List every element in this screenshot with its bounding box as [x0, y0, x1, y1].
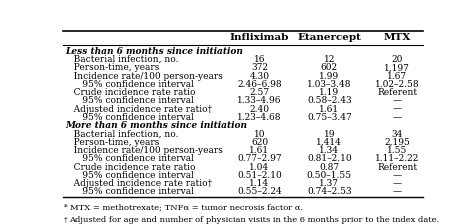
Text: 95% confidence interval: 95% confidence interval	[65, 113, 194, 122]
Text: 1.33–4.96: 1.33–4.96	[237, 96, 282, 105]
Text: —: —	[393, 171, 401, 180]
Text: 95% confidence interval: 95% confidence interval	[65, 187, 194, 196]
Text: —: —	[393, 96, 401, 105]
Text: 1.04: 1.04	[249, 163, 270, 172]
Text: Incidence rate/100 person-years: Incidence rate/100 person-years	[65, 71, 223, 81]
Text: 0.55–2.24: 0.55–2.24	[237, 187, 282, 196]
Text: 602: 602	[321, 63, 338, 72]
Text: 34: 34	[392, 129, 403, 138]
Text: 0.50–1.55: 0.50–1.55	[307, 171, 352, 180]
Text: 2,195: 2,195	[384, 138, 410, 147]
Text: Person-time, years: Person-time, years	[65, 138, 159, 147]
Text: Adjusted incidence rate ratio†: Adjusted incidence rate ratio†	[65, 105, 212, 114]
Text: Crude incidence rate ratio: Crude incidence rate ratio	[65, 163, 195, 172]
Text: Referent: Referent	[377, 88, 417, 97]
Text: —: —	[393, 179, 401, 188]
Text: 95% confidence interval: 95% confidence interval	[65, 154, 194, 163]
Text: †: †	[64, 215, 67, 224]
Text: 620: 620	[251, 138, 268, 147]
Text: 0.77–2.97: 0.77–2.97	[237, 154, 282, 163]
Text: 1.61: 1.61	[319, 105, 339, 114]
Text: Crude incidence rate ratio: Crude incidence rate ratio	[65, 88, 195, 97]
Text: 1.67: 1.67	[387, 71, 407, 81]
Text: Incidence rate/100 person-years: Incidence rate/100 person-years	[65, 146, 223, 155]
Text: 0.81–2.10: 0.81–2.10	[307, 154, 352, 163]
Text: Adjusted incidence rate ratio†: Adjusted incidence rate ratio†	[65, 179, 212, 188]
Text: 95% confidence interval: 95% confidence interval	[65, 96, 194, 105]
Text: Bacterial infection, no.: Bacterial infection, no.	[65, 55, 178, 64]
Text: 10: 10	[254, 129, 265, 138]
Text: *: *	[64, 203, 67, 211]
Text: 1.34: 1.34	[319, 146, 339, 155]
Text: 2.57: 2.57	[249, 88, 270, 97]
Text: 1.99: 1.99	[319, 71, 339, 81]
Text: 0.58–2.43: 0.58–2.43	[307, 96, 352, 105]
Text: 1.19: 1.19	[319, 88, 339, 97]
Text: Infliximab: Infliximab	[230, 33, 289, 42]
Text: 20: 20	[392, 55, 403, 64]
Text: —: —	[393, 187, 401, 196]
Text: 1.37: 1.37	[319, 179, 339, 188]
Text: 95% confidence interval: 95% confidence interval	[65, 171, 194, 180]
Text: 0.51–2.10: 0.51–2.10	[237, 171, 282, 180]
Text: 1.03–3.48: 1.03–3.48	[307, 80, 352, 89]
Text: 1.55: 1.55	[387, 146, 407, 155]
Text: 1.11–2.22: 1.11–2.22	[375, 154, 419, 163]
Text: 4.30: 4.30	[249, 71, 269, 81]
Text: Less than 6 months since initiation: Less than 6 months since initiation	[65, 47, 243, 56]
Text: —: —	[393, 113, 401, 122]
Text: 1.14: 1.14	[249, 179, 270, 188]
Text: 1.02–2.58: 1.02–2.58	[375, 80, 419, 89]
Text: MTX: MTX	[383, 33, 411, 42]
Text: 1.61: 1.61	[249, 146, 270, 155]
Text: Referent: Referent	[377, 163, 417, 172]
Text: 0.75–3.47: 0.75–3.47	[307, 113, 352, 122]
Text: 1.23–4.68: 1.23–4.68	[237, 113, 282, 122]
Text: Adjusted for age and number of physician visits in the 6 months prior to the ind: Adjusted for age and number of physician…	[70, 215, 440, 224]
Text: 2.40: 2.40	[249, 105, 269, 114]
Text: Person-time, years: Person-time, years	[65, 63, 159, 72]
Text: MTX = methotrexate; TNFα = tumor necrosis factor α.: MTX = methotrexate; TNFα = tumor necrosi…	[70, 203, 303, 211]
Text: 12: 12	[324, 55, 335, 64]
Text: Etanercept: Etanercept	[297, 33, 361, 42]
Text: 1,414: 1,414	[316, 138, 342, 147]
Text: Bacterial infection, no.: Bacterial infection, no.	[65, 129, 178, 138]
Text: 0.74–2.53: 0.74–2.53	[307, 187, 352, 196]
Text: More than 6 months since initiation: More than 6 months since initiation	[65, 121, 247, 130]
Text: 16: 16	[254, 55, 265, 64]
Text: 1,197: 1,197	[384, 63, 410, 72]
Text: 372: 372	[251, 63, 268, 72]
Text: 95% confidence interval: 95% confidence interval	[65, 80, 194, 89]
Text: 19: 19	[323, 129, 335, 138]
Text: —: —	[393, 105, 401, 114]
Text: 0.87: 0.87	[319, 163, 339, 172]
Text: 2.46–6.98: 2.46–6.98	[237, 80, 282, 89]
